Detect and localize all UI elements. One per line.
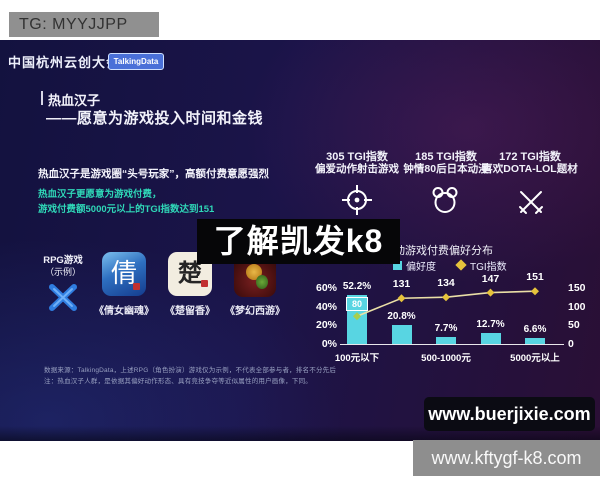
x-axis-label: 500-1000元 — [421, 353, 471, 364]
app-icon-glyph: 楚 — [178, 261, 202, 287]
legend-label-bar: 偏好度 — [406, 262, 436, 273]
bar-value-label: 12.7% — [476, 318, 505, 330]
rpg-label-line2: （示例） — [44, 267, 81, 277]
combo-chart: 60% 40% 20% 0% 150 100 50 0 100元以下 500-1000元 5000元… — [300, 265, 590, 385]
rpg-label-line1: RPG游戏 — [43, 255, 83, 266]
line-point-marker — [353, 312, 361, 321]
x-axis-label: 5000元以上 — [510, 353, 560, 364]
intro-line-1: 热血汉子是游戏圈“头号玩家”，高额付费意愿强烈 — [38, 168, 269, 180]
tgi-line-series — [353, 287, 539, 321]
left-axis-tick: 20% — [315, 319, 337, 332]
stat-1-desc: 偏爱动作射击游戏 — [315, 163, 399, 175]
title-accent-bar — [41, 91, 43, 105]
line-point-marker — [442, 293, 450, 302]
right-axis-tick: 50 — [568, 319, 580, 332]
left-axis-tick: 60% — [315, 282, 337, 294]
slide-title: 热血汉子 — [48, 93, 101, 108]
left-axis-tick: 0% — [321, 338, 337, 350]
legend-bar-swatch — [393, 261, 402, 270]
stat-2-value: 185 TGI指数 — [415, 151, 477, 163]
line-value-label: 151 — [526, 271, 544, 284]
bar-value-label: 20.8% — [387, 310, 416, 322]
rpg-crossed-swords-icon — [49, 284, 77, 311]
chart-bar — [436, 337, 456, 345]
bottom-site-banner: www.kftygf-k8.com — [413, 440, 600, 476]
line-point-marker — [486, 288, 495, 297]
right-axis-tick: 0 — [568, 338, 574, 350]
game-name-1: 《倩女幽魂》 — [94, 306, 154, 317]
center-watermark: 了解凯发k8 — [197, 219, 400, 264]
bar-value-label: 52.2% — [342, 281, 372, 293]
crosshair-target-icon — [342, 185, 372, 215]
chart-bar — [525, 338, 545, 345]
game-name-2: 《楚留香》 — [165, 306, 215, 317]
slide-subtitle: ——愿意为游戏投入时间和金钱 — [46, 110, 264, 127]
right-axis-tick: 100 — [568, 300, 586, 313]
footnote-line-2: 注：热血汉子人群，是依据其偏好动作形态、具有竞技争夺等近似属性的用户画像，下同。 — [44, 378, 312, 385]
intro-line-3: 游戏付费额5000元以上的TGI指数达到151 — [38, 204, 215, 215]
talkingdata-brand-badge: TalkingData — [108, 53, 164, 70]
line-point-marker — [397, 294, 406, 303]
chart-title: 移动游戏付费偏好分布 — [383, 245, 493, 257]
bear-icon — [432, 187, 458, 213]
qiannuyouhun-app-icon: 倩 — [102, 252, 146, 296]
legend-label-line: TGI指数 — [470, 262, 507, 273]
x-axis-label: 100元以下 — [334, 353, 380, 364]
icon-art-green — [256, 275, 268, 289]
footnote-line-1: 数据来源：TalkingData，上述RPG（角色扮演）游戏仅为示例，不代表全部… — [44, 367, 337, 374]
line-value-label: 131 — [392, 278, 411, 291]
site-watermark-badge: www.buerjixie.com — [424, 397, 595, 431]
game-name-3: 《梦幻西游》 — [225, 306, 285, 317]
red-seal-icon — [133, 283, 140, 290]
stat-3-value: 172 TGI指数 — [499, 151, 561, 163]
stat-1-value: 305 TGI指数 — [326, 151, 388, 163]
right-axis-tick: 150 — [568, 282, 586, 294]
chart-bar — [480, 332, 501, 345]
stat-2-desc: 钟情80后日本动漫 — [403, 163, 489, 175]
slide-background: 中国杭州云创大会 TalkingData 热血汉子 ——愿意为游戏投入时间和金钱… — [0, 40, 600, 441]
app-icon-glyph: 倩 — [110, 259, 137, 288]
bar-value-label: 7.7% — [434, 323, 458, 335]
conference-title: 中国杭州云创大会 — [8, 55, 121, 70]
line-value-label: 134 — [437, 277, 455, 290]
chart-x-axis-line — [340, 343, 564, 346]
line-first-value-badge: 80 — [346, 297, 368, 311]
crossed-swords-icon — [519, 191, 543, 214]
line-value-label: 147 — [481, 272, 500, 285]
chart-bar — [391, 324, 412, 345]
line-point-marker — [531, 287, 539, 296]
red-seal-icon — [201, 280, 208, 287]
bar-value-label: 6.6% — [523, 324, 547, 336]
stat-3-desc: 喜欢DOTA-LOL题材 — [482, 163, 578, 175]
left-axis-tick: 40% — [315, 300, 337, 313]
tg-watermark-label: TG: MYYJJPP — [9, 12, 159, 37]
intro-line-2: 热血汉子更愿意为游戏付费， — [38, 189, 162, 200]
